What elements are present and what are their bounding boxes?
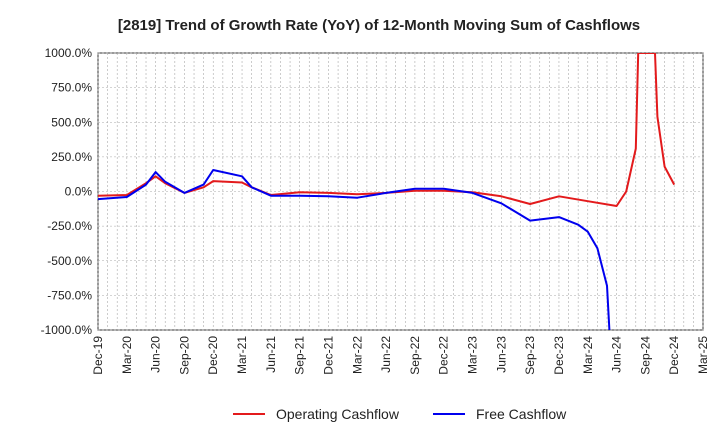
x-tick-label: Dec-24 (667, 336, 681, 375)
y-tick-label: 250.0% (51, 150, 92, 164)
series-layer (98, 53, 676, 330)
x-tick-label: Sep-22 (408, 336, 422, 375)
legend-label: Operating Cashflow (276, 406, 400, 422)
x-tick-label: Mar-24 (581, 336, 595, 374)
y-tick-label: 1000.0% (45, 46, 93, 60)
x-tick-label: Sep-21 (293, 336, 307, 375)
x-tick-label: Dec-20 (206, 336, 220, 375)
x-tick-label: Mar-22 (350, 336, 364, 374)
x-tick-label: Mar-21 (235, 336, 249, 374)
x-tick-label: Dec-21 (321, 336, 335, 375)
chart-title: [2819] Trend of Growth Rate (YoY) of 12-… (118, 17, 640, 34)
x-tick-label: Dec-22 (437, 336, 451, 375)
y-tick-label: 0.0% (65, 185, 93, 199)
series-line-free-cashflow (98, 169, 611, 330)
x-tick-label: Jun-24 (610, 336, 624, 373)
x-tick-label: Sep-20 (177, 336, 191, 375)
x-tick-label: Jun-20 (149, 336, 163, 373)
x-tick-label: Sep-24 (638, 336, 652, 375)
x-tick-label: Jun-22 (379, 336, 393, 373)
x-tick-label: Mar-20 (120, 336, 134, 374)
x-tick-label: Dec-23 (552, 336, 566, 375)
y-tick-label: 750.0% (51, 81, 92, 95)
x-tick-label: Jun-21 (264, 336, 278, 373)
y-tick-label: -750.0% (47, 288, 92, 302)
y-tick-label: -1000.0% (41, 323, 93, 337)
y-tick-label: 500.0% (51, 115, 92, 129)
x-tick-label: Dec-19 (91, 336, 105, 375)
x-tick-label: Mar-23 (466, 336, 480, 374)
legend: Operating Cashflow Free Cashflow (233, 406, 567, 422)
axes: 1000.0% 750.0% 500.0% 250.0% 0.0% -250.0% -500… (41, 46, 710, 375)
x-tick-label: Jun-23 (494, 336, 508, 373)
x-tick-label: Mar-25 (696, 336, 710, 374)
legend-label: Free Cashflow (476, 406, 567, 422)
x-tick-label: Sep-23 (523, 336, 537, 375)
y-tick-label: -250.0% (47, 219, 92, 233)
y-tick-label: -500.0% (47, 254, 92, 268)
